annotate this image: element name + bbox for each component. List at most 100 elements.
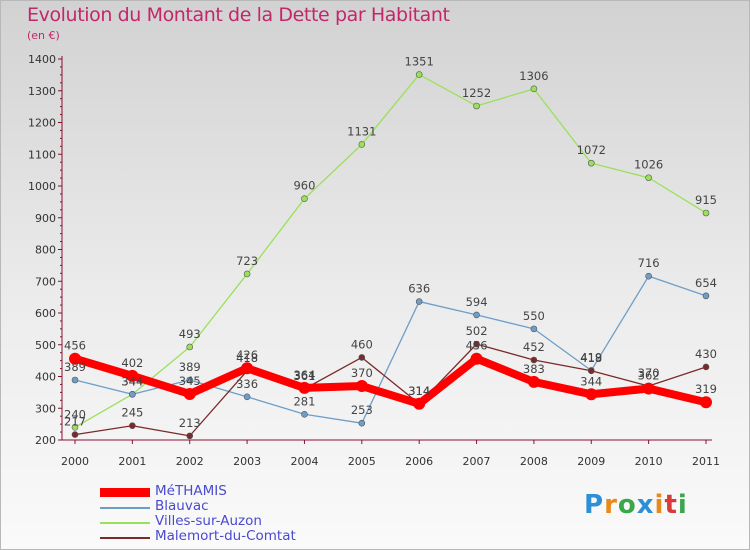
series-line-1: [71, 354, 710, 408]
data-point: [71, 423, 79, 431]
legend-swatch: [100, 507, 150, 509]
data-label: 217: [64, 415, 86, 429]
data-label: 1072: [577, 143, 606, 157]
data-point: [702, 292, 710, 300]
data-point: [702, 209, 710, 217]
data-point: [126, 369, 139, 382]
data-label: 213: [179, 416, 201, 430]
x-tick-label: 2002: [176, 455, 204, 468]
y-tick-label: 500: [35, 339, 56, 352]
data-label: 383: [523, 362, 545, 376]
x-tick-label: 2011: [692, 455, 720, 468]
data-label: 336: [236, 377, 258, 391]
y-tick-label: 1100: [28, 148, 56, 161]
data-label: 960: [293, 179, 315, 193]
data-point: [470, 352, 483, 365]
y-tick-label: 800: [35, 244, 56, 257]
data-label: 716: [638, 256, 660, 270]
data-point: [702, 363, 710, 371]
data-point: [473, 340, 480, 348]
legend-label: Blauvac: [155, 498, 209, 514]
data-point: [186, 432, 194, 440]
data-label: 1351: [405, 55, 434, 69]
data-point: [71, 431, 79, 438]
x-tick-label: 2009: [577, 455, 605, 468]
series-line-4: [74, 343, 707, 437]
data-point: [298, 381, 311, 394]
data-label: 654: [695, 276, 717, 290]
data-point: [129, 390, 136, 398]
data-point: [473, 311, 480, 319]
data-label: 426: [236, 348, 258, 362]
logo-letter: x: [636, 490, 655, 520]
data-label: 594: [466, 295, 488, 309]
chart-subtitle: (en €): [27, 29, 60, 42]
data-label: 314: [408, 384, 430, 398]
x-tick-label: 2006: [405, 455, 433, 468]
y-tick-label: 1300: [28, 85, 56, 98]
data-label: 1252: [462, 86, 491, 100]
legend-swatch: [100, 522, 150, 524]
y-tick-label: 1200: [28, 117, 56, 130]
series-line-3: [74, 73, 707, 428]
logo-letter: t: [664, 490, 678, 520]
data-point: [700, 396, 712, 409]
data-point: [186, 376, 194, 384]
data-label: 493: [179, 327, 201, 341]
data-label: 456: [466, 339, 488, 353]
data-label: 636: [408, 282, 430, 296]
data-label: 419: [580, 350, 602, 364]
data-point: [530, 325, 538, 333]
data-point: [415, 298, 423, 305]
y-tick-label: 400: [35, 371, 56, 384]
data-label: 460: [351, 337, 373, 351]
data-label: 344: [121, 374, 143, 388]
data-label: 314: [408, 384, 430, 398]
data-point: [243, 393, 251, 401]
data-point: [587, 367, 595, 375]
data-point: [186, 343, 194, 351]
data-label: 550: [523, 309, 545, 323]
logo-letter: r: [604, 490, 618, 520]
data-point: [243, 270, 251, 278]
data-point: [129, 422, 136, 430]
legend-label: MéTHAMIS: [155, 483, 227, 499]
data-point: [645, 272, 652, 280]
data-label: 1131: [347, 124, 376, 138]
data-label: 344: [580, 374, 602, 388]
data-label: 361: [293, 369, 315, 383]
logo-letter: i: [654, 490, 665, 520]
y-tick-label: 900: [35, 212, 56, 225]
data-point: [358, 419, 366, 427]
data-label: 723: [236, 254, 258, 268]
data-point: [69, 352, 81, 365]
data-label: 319: [695, 382, 717, 396]
data-point: [415, 71, 423, 78]
x-tick-label: 2005: [348, 455, 376, 468]
data-point: [473, 102, 480, 110]
x-tick-label: 2004: [290, 455, 318, 468]
data-label: 370: [638, 366, 660, 380]
data-point: [585, 388, 598, 401]
x-tick-label: 2000: [61, 455, 89, 468]
data-label: 502: [466, 324, 488, 338]
data-point: [183, 387, 196, 400]
data-label: 418: [580, 351, 602, 365]
data-label: 253: [351, 403, 373, 417]
logo-letter: o: [617, 490, 637, 520]
legend-swatch: [100, 488, 150, 497]
data-point: [355, 380, 368, 393]
data-label: 240: [64, 407, 86, 421]
data-label: 452: [523, 340, 545, 354]
data-point: [301, 195, 308, 202]
logo-letter: i: [677, 490, 688, 520]
x-tick-label: 2007: [463, 455, 491, 468]
y-tick-label: 700: [35, 275, 56, 288]
data-point: [530, 356, 538, 364]
y-tick-label: 1400: [28, 53, 56, 66]
x-tick-label: 2010: [635, 455, 663, 468]
data-point: [301, 410, 308, 418]
proxiti-logo: Proxiti: [584, 490, 688, 520]
data-label: 364: [293, 368, 315, 382]
